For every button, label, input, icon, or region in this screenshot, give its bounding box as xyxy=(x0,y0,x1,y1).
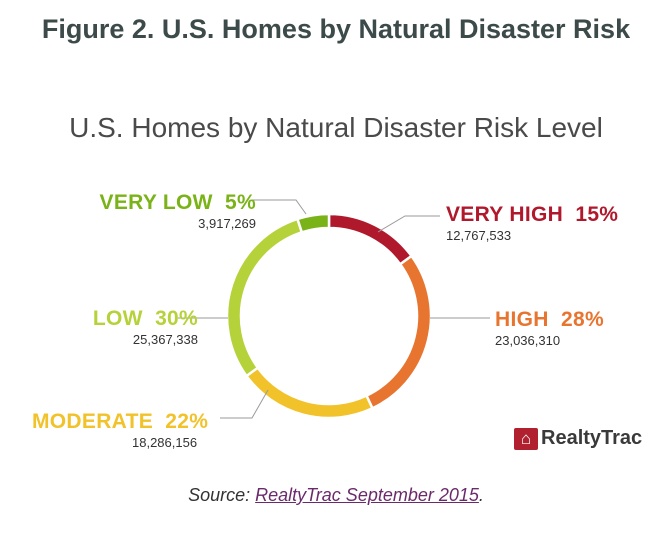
slice-count-high: 23,036,310 xyxy=(495,333,561,348)
slice-count-very-low: 3,917,269 xyxy=(198,216,256,231)
slice-very-low xyxy=(295,212,331,234)
slice-name-moderate: MODERATE 22% xyxy=(32,410,209,433)
slice-count-moderate: 18,286,156 xyxy=(132,435,198,450)
house-icon: ⌂ xyxy=(514,427,538,450)
slice-name-low: LOW 30% xyxy=(92,307,198,330)
logo-text: RealtyTrac xyxy=(541,427,643,449)
leader-line-very-low xyxy=(252,199,307,215)
slice-high xyxy=(364,254,433,410)
slice-name-high: HIGH 28% xyxy=(495,308,604,331)
slice-very-high xyxy=(327,212,414,267)
chart-title: U.S. Homes by Natural Disaster Risk Leve… xyxy=(69,112,603,143)
source-note: Source: RealtyTrac September 2015. xyxy=(188,485,484,505)
slice-label-low: LOW 30% 25,367,338 xyxy=(42,307,198,347)
slice-label-moderate: MODERATE 22% 18,286,156 xyxy=(32,410,222,450)
slice-label-very-low: VERY LOW 5% 3,917,269 xyxy=(70,191,256,231)
slice-label-very-high: VERY HIGH 15% 12,767,533 xyxy=(446,203,618,243)
slice-moderate xyxy=(244,365,375,420)
slice-low xyxy=(225,217,304,378)
slice-label-high: HIGH 28% 23,036,310 xyxy=(495,308,604,348)
slice-name-very-low: VERY LOW 5% xyxy=(99,191,256,214)
source-link[interactable]: RealtyTrac September 2015 xyxy=(255,485,479,505)
leader-line-very-high xyxy=(377,215,440,233)
realtytrac-logo: ⌂ RealtyTrac xyxy=(514,427,642,450)
slice-count-low: 25,367,338 xyxy=(132,332,198,347)
slice-name-very-high: VERY HIGH 15% xyxy=(446,203,619,226)
slice-count-very-high: 12,767,533 xyxy=(446,228,512,243)
leader-line-moderate xyxy=(220,389,269,419)
figure-title: Figure 2. U.S. Homes by Natural Disaster… xyxy=(41,14,631,44)
